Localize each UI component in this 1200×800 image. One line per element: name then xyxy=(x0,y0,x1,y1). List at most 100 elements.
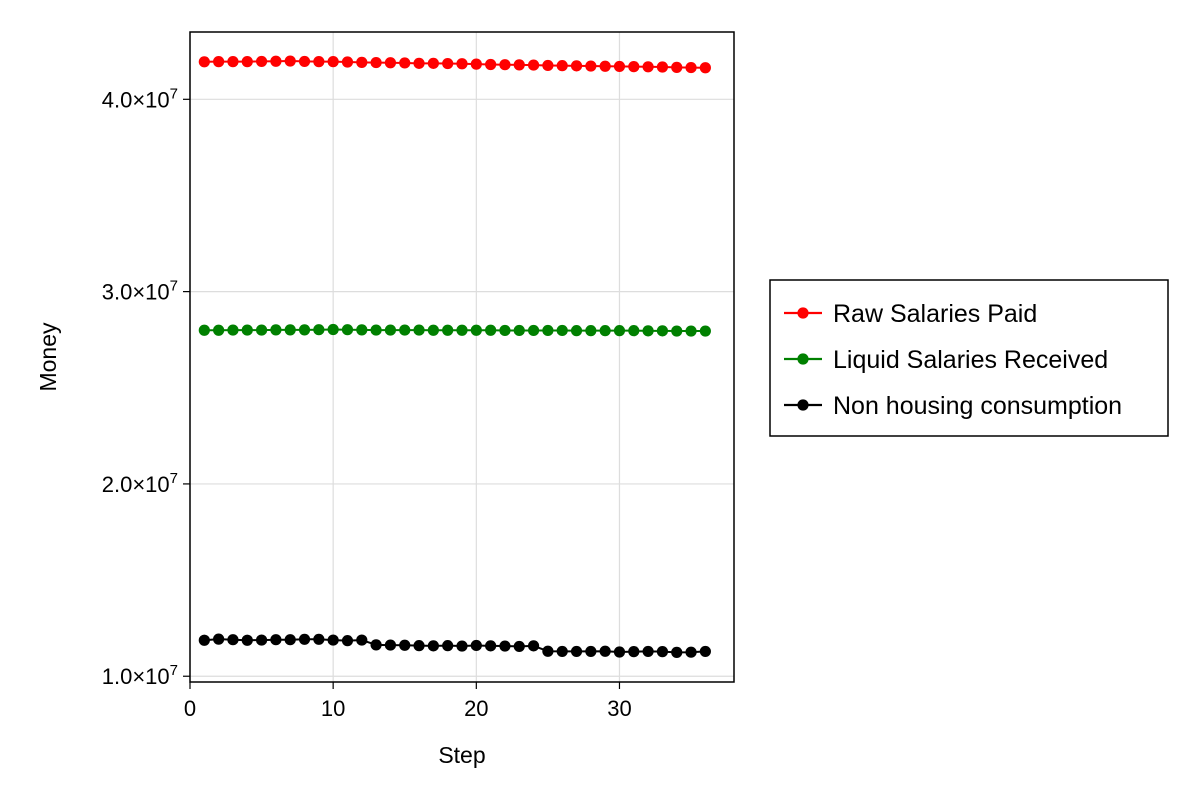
data-point xyxy=(527,640,540,652)
data-point xyxy=(298,633,311,645)
y-tick-exponent: 7 xyxy=(170,85,178,102)
data-point xyxy=(241,324,253,336)
series-group xyxy=(198,633,711,658)
data-point xyxy=(399,324,411,336)
data-point xyxy=(470,58,482,70)
grid-layer xyxy=(189,32,734,682)
data-point xyxy=(613,60,626,73)
data-point xyxy=(313,56,325,68)
data-point xyxy=(642,645,654,658)
data-point xyxy=(570,325,583,337)
data-point xyxy=(327,634,339,646)
data-point xyxy=(599,325,611,337)
data-point xyxy=(599,60,611,72)
y-tick-label: 2.0×107 xyxy=(102,470,178,497)
data-point xyxy=(198,634,210,646)
data-point xyxy=(213,56,225,68)
data-point xyxy=(442,324,454,336)
data-point xyxy=(671,325,683,337)
legend: Raw Salaries Paid Liquid Salaries Receive… xyxy=(769,279,1169,437)
data-point xyxy=(628,61,640,73)
data-point xyxy=(270,634,282,646)
data-point xyxy=(313,633,325,645)
y-tick-mantissa: 3.0×10 xyxy=(102,280,170,305)
y-tick-label: 4.0×107 xyxy=(102,85,178,112)
data-point xyxy=(313,324,325,336)
data-point xyxy=(671,646,683,658)
data-point xyxy=(671,61,683,73)
data-point xyxy=(227,56,239,68)
data-point xyxy=(370,56,382,69)
data-point xyxy=(356,56,368,68)
y-tick-exponent: 7 xyxy=(170,470,178,487)
legend-label: Liquid Salaries Received xyxy=(833,346,1108,374)
y-axis-label: Money xyxy=(35,322,61,392)
data-point xyxy=(356,324,368,336)
data-point xyxy=(341,324,354,336)
data-point xyxy=(656,646,669,658)
data-point xyxy=(413,640,425,652)
data-point xyxy=(470,324,482,336)
x-tick-label: 10 xyxy=(321,696,345,721)
data-point xyxy=(456,640,468,652)
data-point xyxy=(656,61,669,73)
data-point xyxy=(384,639,397,651)
data-point xyxy=(255,324,268,336)
series-group xyxy=(198,323,711,337)
y-tick-label: 1.0×107 xyxy=(102,662,178,689)
data-point xyxy=(570,60,583,72)
series-layer xyxy=(198,55,711,658)
data-point xyxy=(399,639,411,651)
data-point xyxy=(284,324,296,336)
data-point xyxy=(213,324,225,336)
data-point xyxy=(427,640,439,652)
data-point xyxy=(227,634,239,646)
data-point xyxy=(642,61,654,73)
legend-box xyxy=(769,279,1169,437)
data-point xyxy=(413,324,425,336)
data-point xyxy=(384,324,397,336)
data-point xyxy=(298,55,311,68)
data-point xyxy=(527,324,540,337)
data-point xyxy=(527,59,540,71)
data-point xyxy=(341,56,354,68)
data-point xyxy=(499,640,511,652)
data-point xyxy=(213,633,225,645)
data-point xyxy=(513,324,525,337)
data-point xyxy=(585,60,597,72)
data-point xyxy=(699,62,711,74)
data-point xyxy=(327,56,339,68)
data-point xyxy=(241,634,253,646)
legend-label: Raw Salaries Paid xyxy=(833,300,1037,328)
data-point xyxy=(255,55,268,68)
data-point xyxy=(198,56,210,68)
y-tick-mantissa: 2.0×10 xyxy=(102,472,170,497)
y-tick-mantissa: 1.0×10 xyxy=(102,664,170,689)
data-point xyxy=(284,55,296,67)
y-tick-label: 3.0×107 xyxy=(102,278,178,305)
y-tick-exponent: 7 xyxy=(170,662,178,679)
data-point xyxy=(556,324,568,337)
data-point xyxy=(656,325,669,337)
data-point xyxy=(685,325,697,337)
series-group xyxy=(198,55,711,74)
plot-frame xyxy=(189,31,735,683)
data-point xyxy=(485,324,497,336)
data-point xyxy=(241,56,253,68)
data-point xyxy=(298,324,311,336)
legend-label: Non housing consumption xyxy=(833,392,1122,420)
data-point xyxy=(356,634,368,646)
y-tick-mantissa: 4.0×10 xyxy=(102,87,170,112)
data-point xyxy=(270,324,282,336)
data-point xyxy=(556,60,568,72)
data-point xyxy=(513,59,525,71)
data-point xyxy=(542,645,554,657)
data-point xyxy=(513,640,525,653)
data-point xyxy=(613,325,626,337)
data-point xyxy=(198,324,210,336)
x-tick-label: 30 xyxy=(607,696,631,721)
data-point xyxy=(613,646,626,658)
